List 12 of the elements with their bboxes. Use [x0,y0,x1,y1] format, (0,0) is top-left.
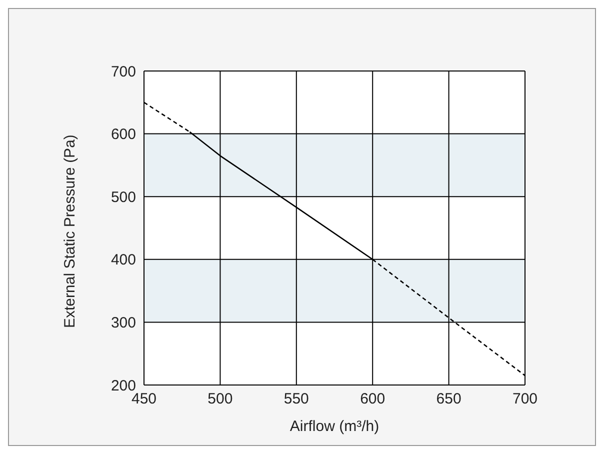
y-tick-label: 300 [110,314,136,332]
x-tick-label: 700 [512,390,538,408]
x-tick-label: 550 [284,390,309,408]
y-tick-label: 600 [110,126,136,144]
x-axis-title: Airflow (m³/h) [290,418,380,435]
y-tick-label: 500 [110,188,136,206]
x-tick-label: 600 [360,390,386,408]
y-tick-label: 700 [110,63,136,80]
y-axis-title: External Static Pressure (Pa) [61,134,78,328]
x-tick-label: 500 [208,390,233,408]
y-tick-label: 400 [110,252,136,269]
x-tick-label: 650 [436,390,462,408]
